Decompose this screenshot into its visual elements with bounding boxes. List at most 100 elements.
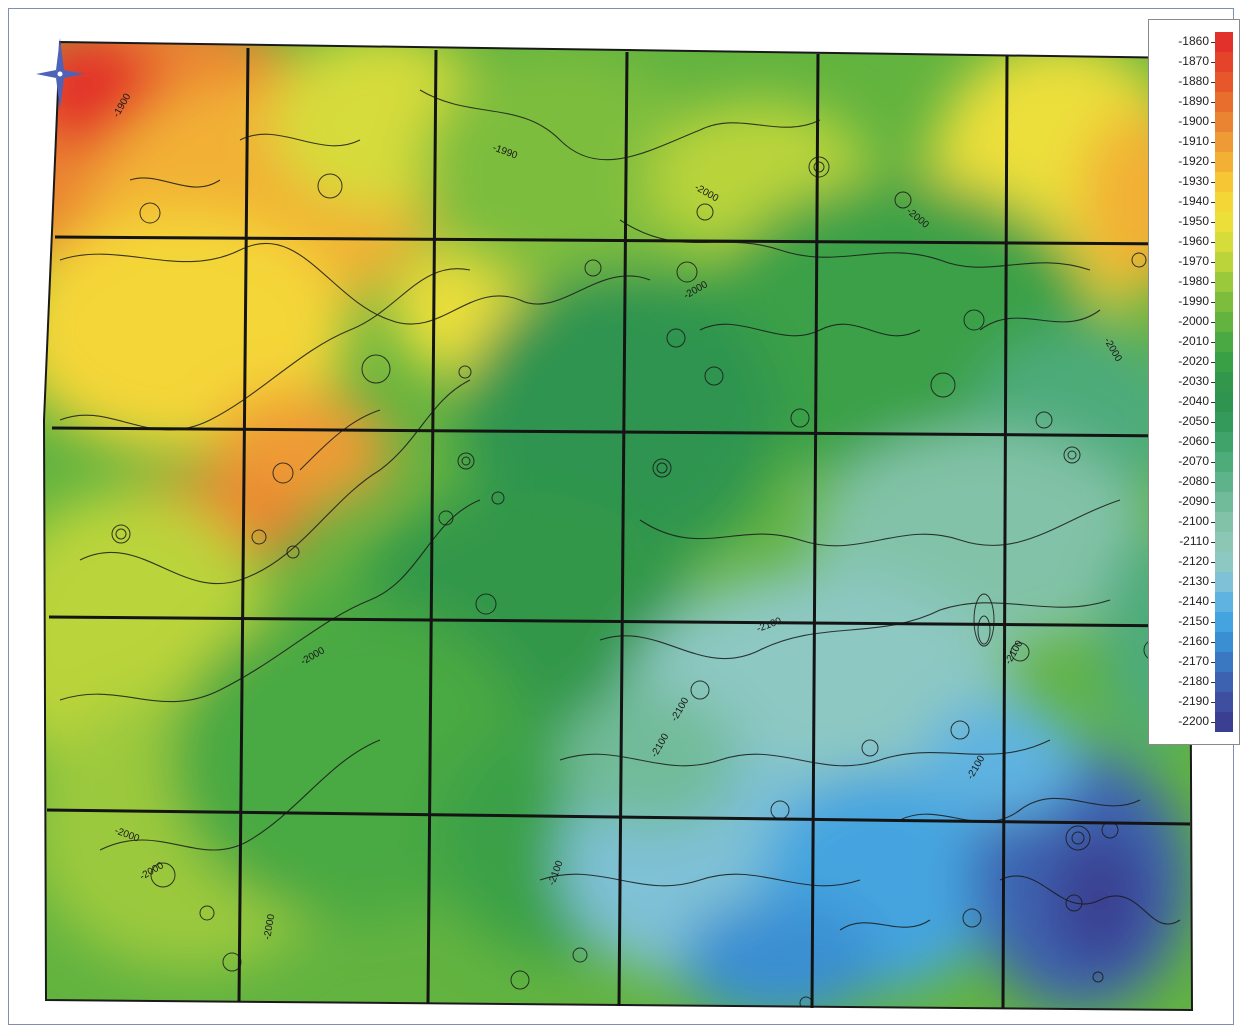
legend-tick	[1211, 662, 1215, 663]
legend-swatch	[1215, 252, 1233, 272]
legend-tick	[1211, 542, 1215, 543]
legend-swatch	[1215, 172, 1233, 192]
legend-entry: -2160	[1149, 632, 1239, 652]
legend-label: -2030	[1178, 374, 1209, 388]
legend-label: -2190	[1178, 694, 1209, 708]
legend-swatch	[1215, 192, 1233, 212]
legend-label: -2050	[1178, 414, 1209, 428]
legend-label: -1960	[1178, 234, 1209, 248]
legend-swatch	[1215, 712, 1233, 732]
legend-swatch	[1215, 232, 1233, 252]
legend-label: -1990	[1178, 294, 1209, 308]
legend-entry: -2040	[1149, 392, 1239, 412]
legend-tick	[1211, 442, 1215, 443]
legend-label: -2120	[1178, 554, 1209, 568]
legend-entry: -1980	[1149, 272, 1239, 292]
legend-swatch	[1215, 412, 1233, 432]
legend-entry: -2050	[1149, 412, 1239, 432]
legend-swatch	[1215, 72, 1233, 92]
legend-swatch	[1215, 392, 1233, 412]
legend-label: -2020	[1178, 354, 1209, 368]
legend-tick	[1211, 522, 1215, 523]
legend-entry: -1880	[1149, 72, 1239, 92]
legend-swatch	[1215, 452, 1233, 472]
legend-tick	[1211, 562, 1215, 563]
legend-entry: -2110	[1149, 532, 1239, 552]
legend-entry: -1910	[1149, 132, 1239, 152]
legend-swatch	[1215, 52, 1233, 72]
legend-entry: -2000	[1149, 312, 1239, 332]
legend-entry: -2140	[1149, 592, 1239, 612]
legend-tick	[1211, 682, 1215, 683]
legend-tick	[1211, 62, 1215, 63]
legend-entry: -2080	[1149, 472, 1239, 492]
legend-swatch	[1215, 572, 1233, 592]
legend-entry: -2060	[1149, 432, 1239, 452]
legend-label: -2070	[1178, 454, 1209, 468]
legend-label: -2140	[1178, 594, 1209, 608]
legend-tick	[1211, 302, 1215, 303]
legend-tick	[1211, 582, 1215, 583]
legend-tick	[1211, 82, 1215, 83]
legend-entry: -1890	[1149, 92, 1239, 112]
legend-tick	[1211, 482, 1215, 483]
legend-label: -1940	[1178, 194, 1209, 208]
legend-swatch	[1215, 592, 1233, 612]
legend-tick	[1211, 282, 1215, 283]
legend-swatch	[1215, 432, 1233, 452]
legend-tick	[1211, 122, 1215, 123]
legend-swatch	[1215, 352, 1233, 372]
legend-swatch	[1215, 472, 1233, 492]
legend-entry: -1970	[1149, 252, 1239, 272]
legend-tick	[1211, 142, 1215, 143]
legend-label: -2000	[1178, 314, 1209, 328]
legend-swatch	[1215, 32, 1233, 52]
legend-entry: -2170	[1149, 652, 1239, 672]
legend-swatch	[1215, 692, 1233, 712]
legend-entry: -1860	[1149, 32, 1239, 52]
legend-entry: -2090	[1149, 492, 1239, 512]
legend-label: -1870	[1178, 54, 1209, 68]
legend-tick	[1211, 462, 1215, 463]
legend-tick	[1211, 422, 1215, 423]
legend-label: -2090	[1178, 494, 1209, 508]
legend-tick	[1211, 182, 1215, 183]
compass-rose-icon	[36, 38, 84, 110]
legend-label: -1980	[1178, 274, 1209, 288]
legend-label: -2150	[1178, 614, 1209, 628]
contour-closures	[111, 156, 1165, 1010]
legend-label: -1930	[1178, 174, 1209, 188]
legend-entry: -2020	[1149, 352, 1239, 372]
contour-label: -2000	[262, 913, 277, 941]
legend-swatch	[1215, 112, 1233, 132]
legend-entry: -1870	[1149, 52, 1239, 72]
legend-label: -2180	[1178, 674, 1209, 688]
legend-swatch	[1215, 212, 1233, 232]
legend-tick	[1211, 222, 1215, 223]
legend-tick	[1211, 622, 1215, 623]
legend-label: -2200	[1178, 714, 1209, 728]
legend-tick	[1211, 42, 1215, 43]
legend-entry: -1960	[1149, 232, 1239, 252]
legend-entry: -2030	[1149, 372, 1239, 392]
legend-label: -1890	[1178, 94, 1209, 108]
legend-entry: -2010	[1149, 332, 1239, 352]
legend-label: -2080	[1178, 474, 1209, 488]
legend-swatch	[1215, 332, 1233, 352]
legend-tick	[1211, 342, 1215, 343]
legend-label: -1900	[1178, 114, 1209, 128]
legend-label: -2100	[1178, 514, 1209, 528]
section-grid	[46, 47, 1191, 1010]
legend-label: -1950	[1178, 214, 1209, 228]
legend-label: -1860	[1178, 34, 1209, 48]
legend-label: -2170	[1178, 654, 1209, 668]
legend-tick	[1211, 402, 1215, 403]
legend-tick	[1211, 102, 1215, 103]
legend-entry: -2200	[1149, 712, 1239, 732]
legend-label: -1970	[1178, 254, 1209, 268]
legend-swatch	[1215, 652, 1233, 672]
legend-entry: -2130	[1149, 572, 1239, 592]
legend-swatch	[1215, 92, 1233, 112]
legend-swatch	[1215, 632, 1233, 652]
